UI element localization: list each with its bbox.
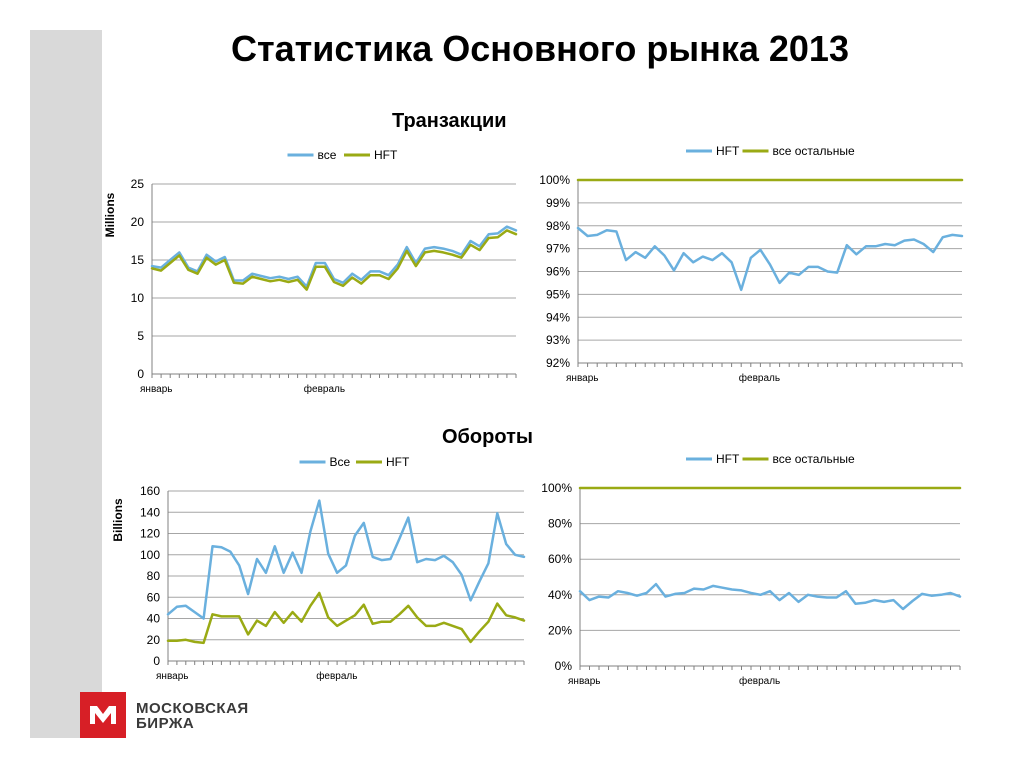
y-tick-label: 98%: [546, 219, 570, 233]
y-tick-label: 0: [137, 367, 144, 381]
section-title-turnover: Обороты: [442, 426, 533, 448]
y-tick-label: 93%: [546, 333, 570, 347]
y-tick-label: 60: [147, 590, 161, 604]
y-tick-label: 40: [147, 612, 161, 626]
y-tick-label: 15: [131, 253, 145, 267]
y-tick-label: 120: [140, 527, 160, 541]
legend-label: HFT: [716, 144, 740, 158]
y-tick-label: 100%: [541, 481, 572, 495]
y-tick-label: 99%: [546, 196, 570, 210]
y-tick-label: 95%: [546, 287, 570, 301]
y-tick-label: 10: [131, 291, 145, 305]
y-tick-label: 97%: [546, 242, 570, 256]
y-tick-label: 20: [131, 215, 145, 229]
x-tick-label: январь: [156, 671, 188, 682]
x-tick-label: февраль: [316, 670, 357, 682]
y-tick-label: 80%: [548, 517, 572, 531]
logo-line-2: БИРЖА: [136, 715, 195, 732]
logo-wordmark: МОСКОВСКАЯ БИРЖА: [136, 701, 249, 731]
x-tick-label: январь: [568, 676, 600, 687]
series-line-1: [166, 499, 526, 620]
legend-label: все: [318, 148, 337, 162]
y-tick-label: 20%: [548, 623, 572, 637]
y-tick-label: 100: [140, 548, 160, 562]
y-tick-label: 100%: [539, 173, 570, 187]
section-title-transactions: Транзакции: [392, 110, 507, 132]
series-line-1: [578, 582, 962, 611]
x-tick-label: февраль: [739, 372, 780, 384]
series-line-2: [166, 591, 526, 645]
legend-label: все остальные: [773, 144, 855, 158]
page-title: Статистика Основного рынка 2013: [231, 28, 849, 69]
y-tick-label: 94%: [546, 310, 570, 324]
y-tick-label: 96%: [546, 265, 570, 279]
logo-line-1: МОСКОВСКАЯ: [136, 700, 249, 717]
moex-logo-mark: [80, 692, 126, 738]
y-axis-title: Millions: [103, 192, 117, 237]
y-tick-label: 0%: [555, 659, 573, 673]
series-line-1: [576, 226, 964, 292]
series-line-1: [150, 225, 518, 288]
legend-label: HFT: [386, 455, 410, 469]
x-tick-label: февраль: [739, 675, 780, 687]
x-tick-label: январь: [566, 373, 598, 384]
series-line-2: [150, 229, 518, 291]
y-tick-label: 5: [137, 329, 144, 343]
y-tick-label: 140: [140, 505, 160, 519]
y-tick-label: 80: [147, 569, 161, 583]
y-tick-label: 92%: [546, 356, 570, 370]
y-tick-label: 25: [131, 177, 145, 191]
y-tick-label: 160: [140, 484, 160, 498]
y-tick-label: 40%: [548, 588, 572, 602]
legend-label: Все: [330, 455, 351, 469]
x-tick-label: февраль: [304, 383, 345, 395]
y-tick-label: 60%: [548, 552, 572, 566]
legend-label: HFT: [716, 452, 740, 466]
x-tick-label: январь: [140, 384, 172, 395]
left-decorative-bar: [30, 30, 102, 738]
y-tick-label: 20: [147, 633, 161, 647]
y-tick-label: 0: [153, 654, 160, 668]
legend-label: HFT: [374, 148, 398, 162]
y-axis-title: Billions: [111, 498, 125, 542]
legend-label: все остальные: [773, 452, 855, 466]
